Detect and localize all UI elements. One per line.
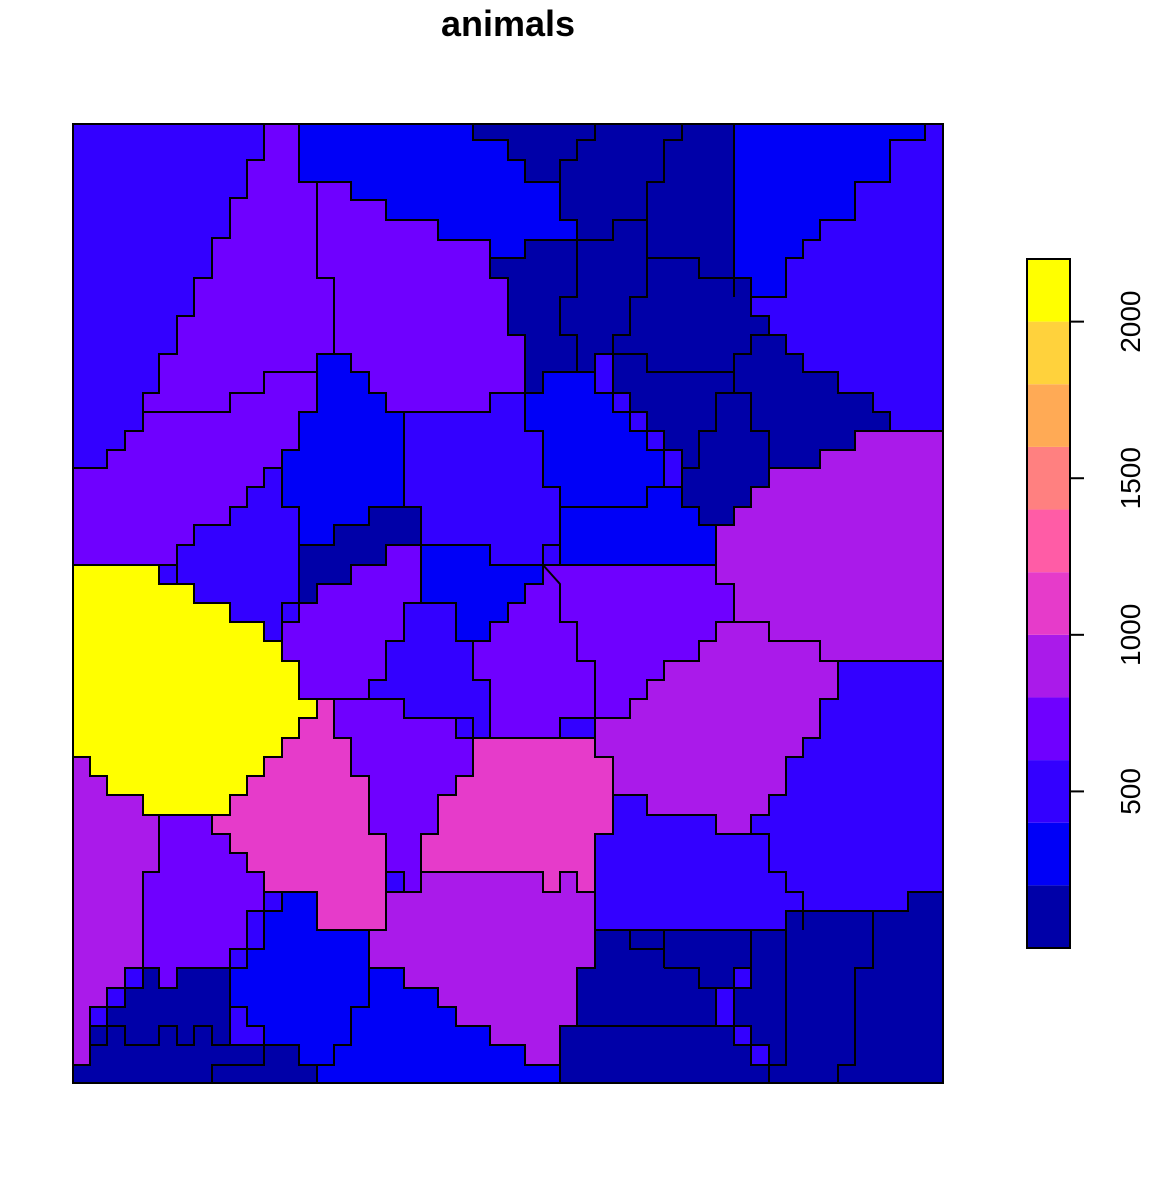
region-center-east-blue [524, 371, 665, 508]
map-title: animals [441, 3, 575, 44]
region-south-east-indigo [594, 794, 804, 931]
legend-frame [1026, 258, 1071, 949]
map-border [72, 123, 944, 1084]
legend-swatch [1027, 634, 1070, 698]
map-panel [72, 123, 944, 1084]
legend: 500 1000 1500 2000 [1026, 258, 1146, 949]
legend-colorbar [1027, 259, 1070, 948]
region-south-blue-2 [316, 967, 561, 1084]
legend-swatch [1027, 321, 1070, 385]
legend-tick-label: 1500 [1115, 447, 1146, 509]
legend-tick-label: 2000 [1115, 290, 1146, 352]
region-center-indigo-2 [368, 602, 491, 739]
legend-swatch [1027, 697, 1070, 761]
legend-tick-label: 1000 [1115, 604, 1146, 666]
legend-swatch [1027, 885, 1070, 948]
legend-swatch [1027, 822, 1070, 886]
legend-swatch [1027, 760, 1070, 823]
legend-ticks: 500 1000 1500 2000 [1070, 290, 1146, 815]
legend-swatch [1027, 572, 1070, 635]
region-boundaries [73, 124, 804, 1046]
legend-swatch [1027, 446, 1070, 510]
legend-swatch [1027, 509, 1070, 573]
legend-swatch [1027, 384, 1070, 447]
legend-swatch [1027, 259, 1070, 322]
legend-tick-label: 500 [1115, 768, 1146, 815]
